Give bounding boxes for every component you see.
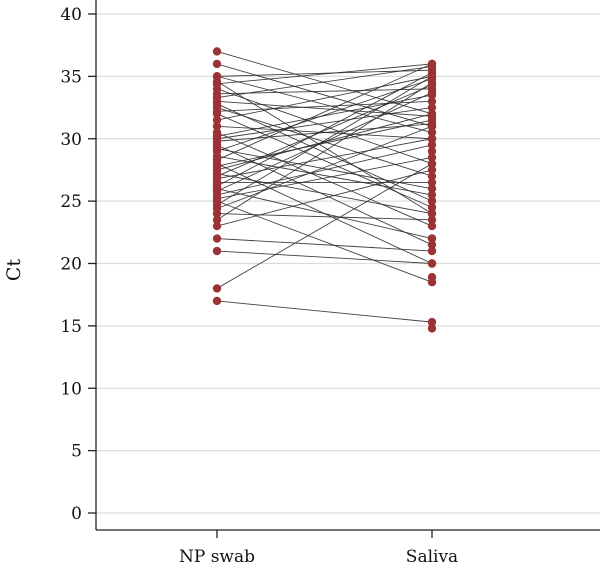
- pair-line: [216, 72, 433, 187]
- pair-line: [216, 75, 433, 121]
- y-tick-label: 0: [71, 504, 82, 524]
- pair-line: [216, 65, 433, 99]
- axes: [88, 0, 600, 538]
- pair-line: [216, 213, 433, 221]
- saliva-point: [427, 78, 437, 87]
- y-tick-label: 10: [60, 379, 82, 399]
- saliva-point: [427, 273, 437, 282]
- y-tick-label: 25: [60, 192, 82, 212]
- saliva-point: [427, 317, 437, 327]
- pair-line: [216, 169, 433, 227]
- y-tick-label: 35: [60, 67, 82, 87]
- np-swab-point: [212, 284, 222, 293]
- pair-line: [216, 132, 433, 227]
- pair-line: [216, 125, 433, 210]
- np-swab-point: [212, 246, 222, 256]
- pair-line: [216, 78, 433, 152]
- pair-line: [216, 238, 433, 252]
- saliva-point: [427, 115, 437, 125]
- saliva-point: [427, 109, 437, 119]
- pair-line: [216, 155, 433, 196]
- pair-line: [216, 88, 433, 165]
- pair-line: [216, 82, 433, 221]
- np-swab-point: [212, 215, 222, 225]
- saliva-point: [427, 196, 437, 206]
- pair-line: [216, 144, 433, 196]
- pair-line: [216, 163, 433, 289]
- saliva-point: [427, 165, 437, 175]
- pair-line: [216, 119, 433, 167]
- saliva-point: [427, 103, 437, 112]
- pair-line: [216, 157, 433, 200]
- x-tick-label: NP swab: [179, 547, 255, 567]
- np-swab-point: [212, 47, 222, 56]
- pair-line: [216, 173, 433, 215]
- saliva-point: [427, 240, 437, 249]
- saliva-point: [427, 246, 437, 256]
- pair-line: [216, 250, 433, 264]
- saliva-point: [427, 215, 437, 225]
- data-points: [212, 47, 437, 333]
- y-tick-label: 20: [60, 255, 82, 275]
- pair-line: [216, 100, 433, 112]
- pair-line: [216, 84, 433, 177]
- saliva-point: [427, 134, 437, 143]
- grid-lines: [96, 13, 600, 514]
- pair-line: [216, 100, 433, 117]
- pair-line: [216, 300, 433, 323]
- np-swab-point: [212, 122, 222, 131]
- saliva-point: [427, 234, 437, 243]
- saliva-point: [427, 72, 437, 81]
- np-swab-point: [212, 59, 222, 69]
- tick-labels: 0 5 10 15 20 25 30 35 40 NP swab Saliva: [60, 5, 458, 567]
- saliva-point: [427, 122, 437, 131]
- np-swab-point: [212, 221, 222, 231]
- saliva-point: [427, 178, 437, 187]
- saliva-point: [427, 184, 437, 193]
- y-axis-title: Ct: [3, 259, 25, 282]
- pair-line: [216, 107, 433, 140]
- saliva-point: [427, 88, 437, 97]
- pair-line: [216, 63, 433, 127]
- pair-line: [216, 94, 433, 137]
- saliva-point: [427, 259, 437, 268]
- y-tick-label: 30: [60, 130, 82, 150]
- saliva-point: [427, 203, 437, 212]
- saliva-point: [427, 147, 437, 156]
- y-tick-label: 15: [60, 317, 82, 337]
- saliva-point: [427, 221, 437, 231]
- pair-line: [216, 138, 433, 180]
- y-tick-label: 5: [71, 442, 82, 462]
- np-swab-point: [212, 109, 222, 119]
- pair-line: [216, 88, 433, 95]
- saliva-point: [427, 324, 437, 333]
- pair-lines: [216, 50, 433, 323]
- pair-line: [216, 92, 433, 192]
- np-swab-point: [212, 115, 222, 125]
- pair-line: [216, 123, 433, 142]
- np-swab-point: [212, 209, 222, 218]
- pair-line: [216, 63, 433, 161]
- saliva-point: [427, 59, 437, 69]
- saliva-point: [427, 128, 437, 137]
- pair-line: [216, 75, 433, 206]
- x-tick-label: Saliva: [406, 547, 458, 567]
- saliva-point: [427, 97, 437, 106]
- saliva-point: [427, 190, 437, 200]
- pair-line: [216, 63, 433, 85]
- np-swab-point: [212, 234, 222, 243]
- saliva-point: [427, 140, 437, 150]
- pair-line: [216, 144, 433, 246]
- np-swab-point: [212, 296, 222, 306]
- saliva-point: [427, 209, 437, 218]
- saliva-point: [427, 159, 437, 168]
- saliva-point: [427, 171, 437, 181]
- saliva-point: [427, 153, 437, 162]
- y-tick-label: 40: [60, 5, 82, 25]
